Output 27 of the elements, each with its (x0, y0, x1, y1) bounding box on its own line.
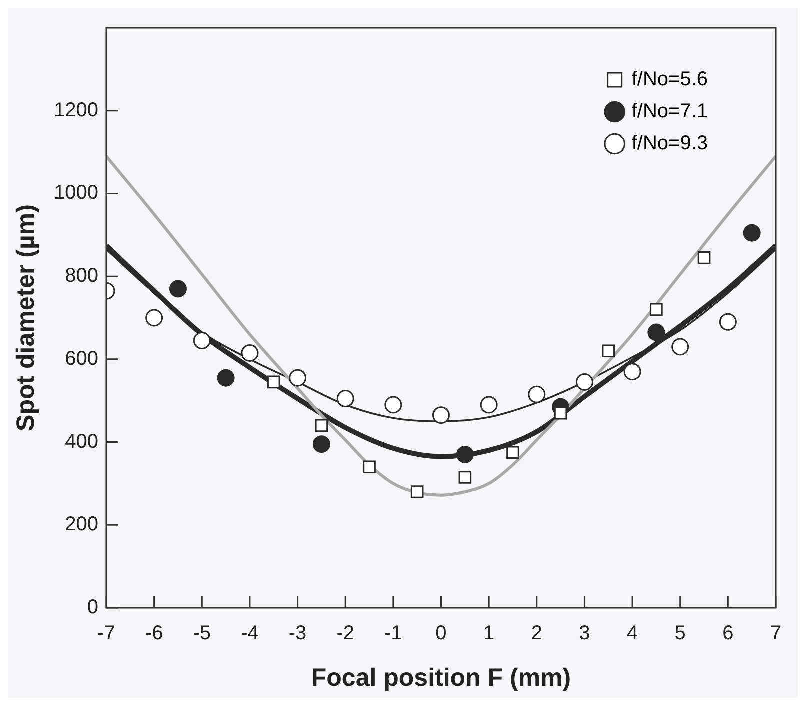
x-tick-label: 1 (484, 622, 495, 645)
y-tick-label: 800 (65, 265, 98, 288)
x-tick-label: 5 (674, 622, 686, 645)
x-tick-label: 4 (626, 622, 638, 645)
x-tick-label: -7 (98, 622, 116, 645)
legend-label: f/No=9.3 (632, 132, 708, 155)
x-tick-label: -6 (145, 622, 164, 645)
x-tick-label: 7 (770, 622, 782, 645)
legend-label: f/No=5.6 (632, 68, 708, 91)
x-tick-label: 6 (722, 622, 734, 645)
x-tick-label: 0 (436, 622, 447, 645)
y-tick-label: 600 (65, 348, 98, 370)
x-tick-label: -3 (288, 622, 307, 645)
y-tick-label: 1000 (54, 182, 98, 204)
x-tick-label: 2 (531, 622, 542, 645)
y-tick-label: 400 (65, 430, 98, 453)
y-tick-label: 1200 (54, 99, 98, 122)
x-tick-label: -5 (193, 622, 212, 645)
x-tick-label: -2 (336, 622, 354, 645)
x-tick-label: -1 (384, 622, 402, 645)
y-tick-label: 0 (87, 596, 98, 619)
y-tick-label: 200 (65, 514, 98, 536)
y-axis-title: Spot diameter (µm) (12, 204, 40, 432)
x-tick-label: 3 (579, 622, 590, 645)
x-tick-label: -4 (241, 622, 259, 645)
x-axis-title: Focal position F (mm) (311, 664, 572, 692)
legend-label: f/No=7.1 (632, 100, 708, 123)
